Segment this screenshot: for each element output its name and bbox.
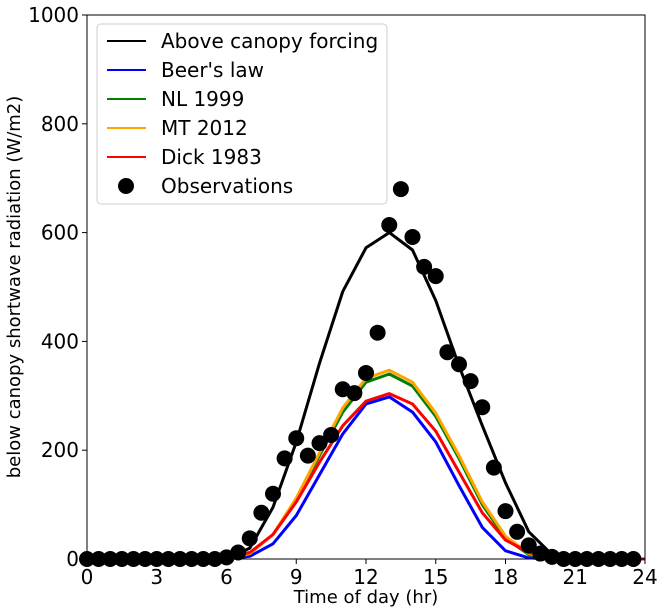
observation-point [265, 485, 281, 502]
y-tick-label: 0 [66, 547, 79, 571]
legend-label: Dick 1983 [161, 145, 262, 169]
observation-point [485, 459, 502, 476]
legend-label: Observations [161, 174, 293, 198]
observation-point [358, 364, 374, 381]
x-tick-label: 9 [290, 565, 303, 589]
observation-points [79, 181, 642, 567]
observation-point [276, 450, 293, 467]
legend-label: MT 2012 [161, 116, 248, 140]
observation-point [497, 503, 514, 520]
observation-point [392, 181, 409, 198]
x-axis-label: Time of day (hr) [293, 587, 439, 608]
observation-point [462, 373, 479, 390]
x-tick-label: 15 [423, 565, 448, 589]
x-tick-label: 24 [632, 565, 657, 589]
observation-point [474, 399, 491, 416]
observation-point [346, 385, 363, 402]
legend-marker [118, 178, 134, 194]
y-tick-label: 200 [41, 438, 79, 462]
observation-point [253, 504, 270, 521]
observation-point [299, 447, 316, 464]
y-tick-label: 600 [41, 221, 79, 245]
observation-point [241, 530, 258, 547]
x-tick-label: 21 [563, 565, 588, 589]
x-tick-label: 18 [493, 565, 518, 589]
legend-box [96, 23, 388, 205]
observation-point [288, 430, 305, 447]
y-tick-label: 400 [41, 329, 79, 353]
y-tick-label: 1000 [28, 3, 79, 27]
observation-point [323, 426, 340, 443]
observation-point [404, 228, 421, 245]
observation-point [439, 344, 456, 361]
legend: Above canopy forcing Beer's law NL 1999 MT … [96, 23, 388, 205]
observation-point [520, 537, 537, 554]
y-tick-label: 800 [41, 112, 79, 136]
x-tick-label: 3 [150, 565, 163, 589]
observation-point [311, 435, 328, 452]
axis-ticks: 0 3 6 9 12 15 18 21 24 0 200 400 600 800 1000 [28, 3, 658, 589]
observation-point [509, 523, 526, 540]
observation-point [381, 216, 398, 233]
x-tick-label: 12 [353, 565, 378, 589]
legend-label: Above canopy forcing [161, 29, 378, 53]
y-axis-label: below canopy shortwave radiation (W/m2) [4, 96, 25, 479]
legend-label: Beer's law [161, 58, 264, 82]
x-tick-label: 6 [220, 565, 233, 589]
observation-point [230, 544, 247, 561]
observation-point [416, 258, 433, 275]
legend-label: NL 1999 [161, 87, 244, 111]
x-tick-label: 0 [81, 565, 94, 589]
observation-point [369, 324, 386, 341]
observation-point [427, 268, 444, 285]
observation-point [451, 356, 467, 373]
